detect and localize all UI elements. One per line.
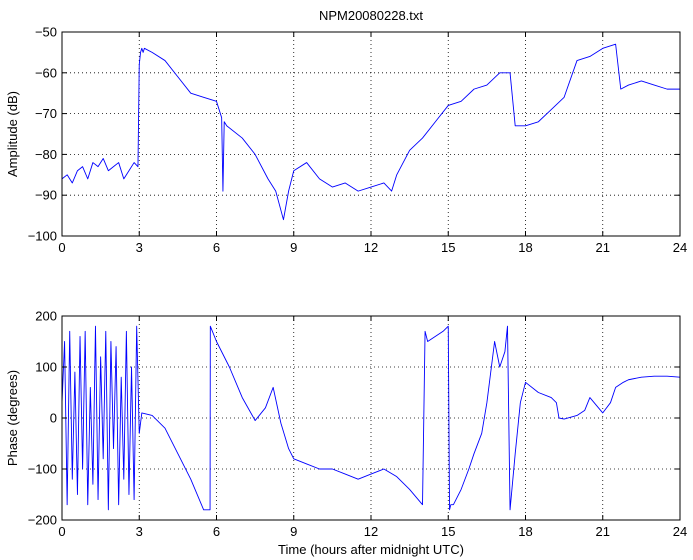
amplitude-y-tick-label: −60: [35, 65, 57, 80]
phase-x-tick-label: 6: [213, 524, 220, 539]
phase-x-tick-label: 0: [58, 524, 65, 539]
amplitude-series-line: [61, 43, 680, 221]
amplitude-panel: NPM20080228.txt Amplitude (dB) 0 3 6 9 12 15 1…: [5, 8, 687, 255]
amplitude-chart-title: NPM20080228.txt: [319, 8, 423, 23]
amplitude-grid: [62, 32, 680, 236]
phase-x-tick-label: 9: [290, 524, 297, 539]
phase-x-tick-label: 24: [673, 524, 687, 539]
amplitude-y-tick-label: −50: [35, 25, 57, 40]
phase-x-tick-label: 3: [136, 524, 143, 539]
phase-x-tick-label: 12: [364, 524, 378, 539]
amplitude-x-tick-label: 15: [441, 240, 455, 255]
amplitude-plot-frame: [61, 31, 681, 237]
amplitude-x-tick-label: 21: [596, 240, 610, 255]
amplitude-x-tick-label: 24: [673, 240, 687, 255]
amplitude-x-tick-label: 6: [213, 240, 220, 255]
phase-y-tick-label: −200: [28, 513, 57, 528]
phase-y-axis-label: Phase (degrees): [5, 370, 20, 466]
phase-y-tick-label: 200: [35, 309, 57, 324]
phase-panel: Phase (degrees) Time (hours after midnig…: [5, 309, 687, 558]
amplitude-y-axis-label: Amplitude (dB): [5, 91, 20, 177]
phase-x-tick-label: 15: [441, 524, 455, 539]
amplitude-y-tick-label: −100: [28, 229, 57, 244]
phase-series-line: [61, 325, 681, 511]
phase-grid: [62, 316, 680, 520]
amplitude-x-tick-label: 12: [364, 240, 378, 255]
amplitude-x-tick-label: 9: [290, 240, 297, 255]
phase-x-axis-label: Time (hours after midnight UTC): [278, 542, 464, 557]
amplitude-y-tick-label: −90: [35, 188, 57, 203]
amplitude-x-tick-label: 18: [518, 240, 532, 255]
phase-y-tick-label: 100: [35, 360, 57, 375]
phase-y-tick-label: −100: [28, 462, 57, 477]
amplitude-y-tick-label: −70: [35, 106, 57, 121]
amplitude-x-tick-label: 0: [58, 240, 65, 255]
phase-x-tick-label: 21: [596, 524, 610, 539]
amplitude-x-tick-label: 3: [136, 240, 143, 255]
phase-y-tick-label: 0: [50, 411, 57, 426]
phase-x-tick-label: 18: [518, 524, 532, 539]
amplitude-y-tick-label: −80: [35, 147, 57, 162]
